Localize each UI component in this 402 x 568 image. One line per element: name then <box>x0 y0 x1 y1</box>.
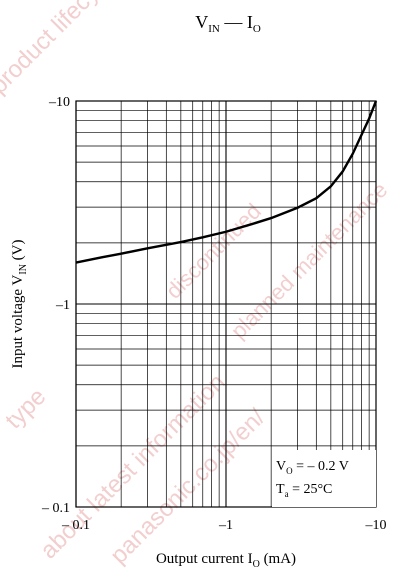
watermark-text: product lifecycle <box>0 0 126 99</box>
x-tick-label: – 0.1 <box>61 518 90 533</box>
y-axis-label: Input voltage VIN (V) <box>10 239 29 368</box>
annotation-box <box>272 450 376 507</box>
annotation-ta: Ta = 25°C <box>276 482 332 499</box>
watermark-text: discontinued <box>161 198 266 303</box>
annotation-vo: VO = – 0.2 V <box>276 459 349 476</box>
x-tick-label: –1 <box>218 518 233 533</box>
x-tick-label: –10 <box>365 518 387 533</box>
grid <box>75 101 376 508</box>
plot-frame <box>75 100 377 508</box>
series-line <box>75 100 378 264</box>
chart-title: VIN — IO <box>195 12 261 35</box>
y-tick-label: – 0.1 <box>41 501 70 516</box>
x-axis-label: Output current IO (mA) <box>156 551 296 568</box>
watermark-text: type <box>0 383 51 434</box>
y-tick-label: –10 <box>48 95 70 110</box>
tick-labels: – 0.1 –1 –10 – 0.1 –1 –10 <box>41 95 387 533</box>
y-tick-label: –1 <box>55 298 70 313</box>
